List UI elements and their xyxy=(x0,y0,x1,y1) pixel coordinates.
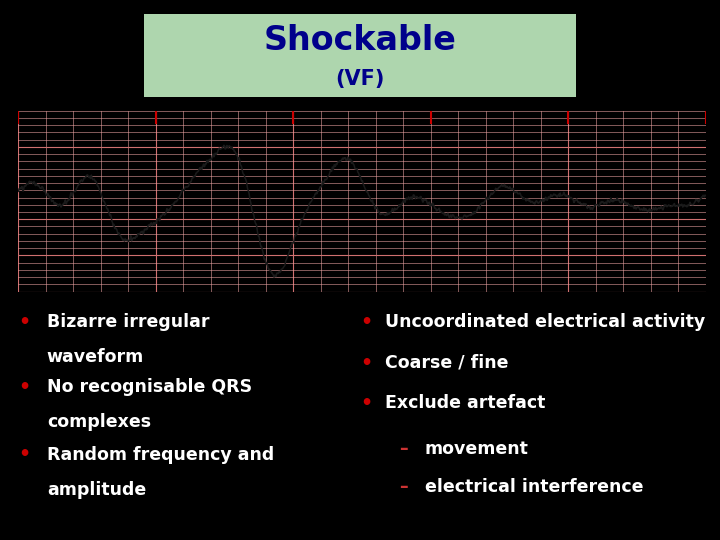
Text: •: • xyxy=(18,378,30,397)
Text: •: • xyxy=(18,446,30,464)
Text: Uncoordinated electrical activity: Uncoordinated electrical activity xyxy=(385,313,706,331)
Text: Random frequency and: Random frequency and xyxy=(47,446,274,463)
Text: waveform: waveform xyxy=(47,348,144,366)
Text: Exclude artefact: Exclude artefact xyxy=(385,394,546,412)
Text: •: • xyxy=(360,394,372,413)
Text: –: – xyxy=(400,478,408,496)
Text: (VF): (VF) xyxy=(336,69,384,89)
Text: complexes: complexes xyxy=(47,413,151,431)
Text: Coarse / fine: Coarse / fine xyxy=(385,354,509,372)
Text: •: • xyxy=(360,313,372,332)
Text: movement: movement xyxy=(425,440,528,458)
Text: electrical interference: electrical interference xyxy=(425,478,643,496)
FancyBboxPatch shape xyxy=(127,10,593,100)
Text: No recognisable QRS: No recognisable QRS xyxy=(47,378,252,396)
Text: –: – xyxy=(400,440,408,458)
Text: amplitude: amplitude xyxy=(47,481,146,498)
Text: •: • xyxy=(360,354,372,373)
Text: Bizarre irregular: Bizarre irregular xyxy=(47,313,210,331)
Text: •: • xyxy=(18,313,30,332)
Text: Shockable: Shockable xyxy=(264,24,456,57)
